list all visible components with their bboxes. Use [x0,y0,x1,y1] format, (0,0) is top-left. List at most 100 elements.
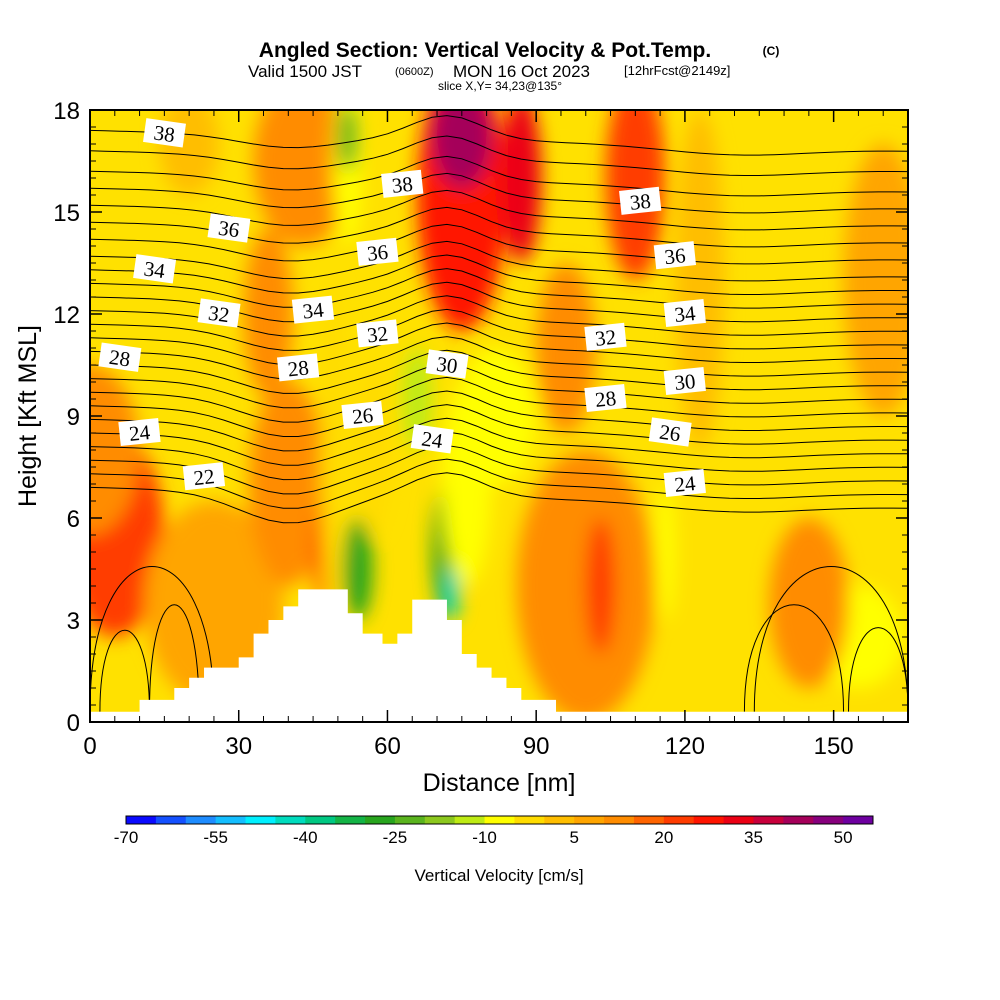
svg-text:38: 38 [391,172,414,198]
contour-label: 36 [207,213,251,243]
velocity-cell [585,518,616,654]
chart-title-tag: (C) [763,44,780,58]
y-tick-label: 6 [67,506,80,533]
colorbar-swatch [365,816,396,824]
y-tick-label: 12 [53,302,80,329]
svg-text:38: 38 [152,120,176,147]
velocity-cell [417,110,507,331]
contour-label: 30 [663,366,706,395]
contour-label: 24 [410,424,454,454]
contour-label: 38 [619,186,662,215]
contour-label: 32 [197,298,241,328]
svg-text:24: 24 [420,426,445,453]
y-tick-label: 18 [53,98,80,125]
colorbar-swatch [753,816,784,824]
velocity-cell [402,348,433,450]
colorbar-tick-label: 35 [744,828,763,847]
colorbar-swatch [813,816,844,824]
valid-time-line: Valid 1500 JST (0600Z) MON 16 Oct 2023 [… [248,62,730,81]
colorbar-swatch [305,816,336,824]
colorbar-swatch [544,816,575,824]
contour-label: 24 [118,417,161,446]
colorbar-tick-label: 5 [569,828,578,847]
contour-label: 32 [584,322,627,351]
colorbar-swatch [693,816,725,824]
svg-text:28: 28 [287,355,310,381]
y-tick-label: 3 [67,608,80,635]
colorbar-tick-label: 50 [834,828,853,847]
colorbar-tick-label: 20 [654,828,673,847]
colorbar-swatch [275,816,306,824]
svg-text:34: 34 [142,256,167,283]
x-tick-label: 30 [225,733,252,760]
velocity-cell [769,518,849,688]
y-axis-label: Height [Kft MSL] [14,325,42,507]
isentrope-line [90,417,908,466]
isentrope-line [90,336,908,380]
contour-label: 26 [341,400,384,429]
colorbar-tick-label: -70 [114,828,139,847]
velocity-cell [342,518,373,620]
svg-text:36: 36 [217,216,241,243]
svg-text:26: 26 [658,420,682,447]
contour-label: 34 [291,295,335,324]
terrain [90,589,908,722]
contour-label: 28 [98,342,142,372]
colorbar-swatch [155,816,187,824]
isentrope-line [99,629,150,712]
x-tick-label: 60 [374,733,401,760]
x-tick-label: 120 [665,733,705,760]
isentrope-line [90,376,908,423]
svg-text:28: 28 [594,386,617,412]
colorbar-swatch [454,816,486,824]
colorbar-swatch [394,816,426,824]
isentrope-line [90,390,908,437]
svg-text:30: 30 [435,352,459,379]
isentrope-line [90,322,908,366]
velocity-cell [352,365,393,535]
velocity-cell [456,348,537,484]
isentrope-line [90,349,908,394]
y-tick-label: 0 [67,710,80,737]
svg-text:32: 32 [207,301,231,328]
svg-text:30: 30 [673,369,696,395]
svg-text:36: 36 [663,243,686,269]
contour-label: 32 [356,319,399,347]
colorbar-swatch [574,816,605,824]
x-axis-label: Distance [nm] [423,769,576,797]
valid-date-text: MON 16 Oct 2023 [453,62,590,81]
colorbar-swatch [604,816,635,824]
contour-labels: 38 38 38 36 36 36 34 34 34 32 32 32 28 28 28 30 30 24 24 24… [98,118,706,497]
slice-text: slice X,Y= 34,23@135° [438,79,562,93]
colorbar-tick-label: -40 [293,828,318,847]
colorbar-tick-label: -55 [203,828,228,847]
colorbar: -70 -55 -40 -25 -10 5 20 35 50 [114,815,874,847]
colorbar-tick-label: -10 [472,828,497,847]
contour-label: 28 [584,383,627,412]
svg-text:36: 36 [366,240,389,266]
colorbar-swatch [215,816,247,824]
colorbar-swatch [663,816,695,824]
isentrope-line [90,458,908,509]
svg-text:24: 24 [128,420,152,446]
velocity-cell [320,280,346,620]
contour-label: 34 [663,298,706,327]
isentrope-line [90,444,908,495]
x-axis: 0 30 60 90 120 150 [83,110,884,760]
valid-time-text: Valid 1500 JST [248,62,362,81]
velocity-cell [248,382,328,586]
isentrope-line [90,404,908,452]
vertical-velocity-field [90,110,908,722]
velocity-cell [843,144,908,416]
velocity-cell [243,229,294,399]
isentrope-line [90,240,908,282]
contour-label: 26 [648,417,692,447]
contour-label: 22 [182,462,226,490]
svg-text:26: 26 [351,403,374,429]
isentrope-line [148,604,200,712]
svg-text:32: 32 [366,321,389,347]
velocity-cell [501,110,542,263]
colorbar-swatch [843,816,874,824]
svg-text:22: 22 [192,464,215,490]
